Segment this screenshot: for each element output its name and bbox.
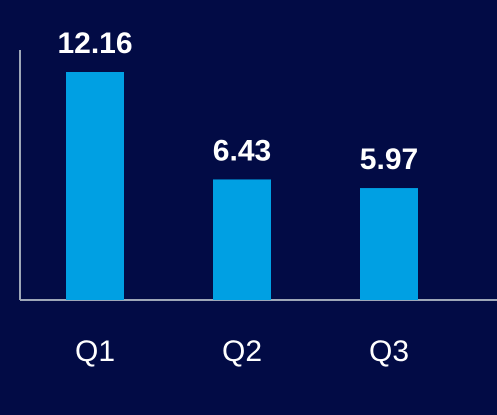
x-tick-label-q2: Q2 <box>222 335 262 368</box>
bars-group <box>66 72 418 300</box>
x-tick-label-q1: Q1 <box>75 335 115 368</box>
bar-q3 <box>360 188 418 300</box>
data-label-q3: 5.97 <box>360 143 418 176</box>
data-label-q2: 6.43 <box>213 134 271 167</box>
data-labels-group: 12.16 6.43 5.97 <box>57 27 418 176</box>
x-tick-label-q3: Q3 <box>369 335 409 368</box>
bar-q1 <box>66 72 124 300</box>
data-label-q1: 12.16 <box>57 27 132 60</box>
bar-q2 <box>213 179 271 300</box>
x-tick-labels-group: Q1 Q2 Q3 <box>75 335 409 368</box>
